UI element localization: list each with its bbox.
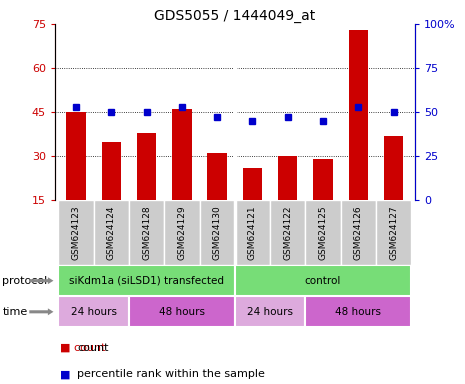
Bar (376, 200, 411, 265)
Text: GSM624126: GSM624126 (354, 205, 363, 260)
Bar (306, 200, 341, 265)
Text: GSM624121: GSM624121 (248, 205, 257, 260)
Title: GDS5055 / 1444049_at: GDS5055 / 1444049_at (154, 9, 315, 23)
Bar (341, 200, 376, 265)
Bar (278, 156, 298, 200)
Text: GSM624127: GSM624127 (389, 205, 398, 260)
Bar (306, 296, 411, 327)
Text: protocol: protocol (2, 276, 47, 286)
Bar (243, 168, 262, 200)
Bar (235, 296, 306, 327)
Bar (59, 200, 93, 265)
Text: 24 hours: 24 hours (71, 307, 117, 317)
Bar (172, 109, 192, 200)
Bar (66, 112, 86, 200)
Text: percentile rank within the sample: percentile rank within the sample (77, 369, 265, 379)
Text: GSM624124: GSM624124 (107, 205, 116, 260)
Bar (129, 296, 235, 327)
Text: 24 hours: 24 hours (247, 307, 293, 317)
Text: ■ count: ■ count (60, 343, 105, 353)
Bar (59, 296, 129, 327)
Bar (129, 200, 164, 265)
Text: siKdm1a (siLSD1) transfected: siKdm1a (siLSD1) transfected (69, 276, 224, 286)
Text: GSM624130: GSM624130 (213, 205, 222, 260)
Bar (102, 142, 121, 200)
Text: GSM624122: GSM624122 (283, 205, 292, 260)
Bar (349, 30, 368, 200)
Text: time: time (2, 307, 27, 317)
Bar (93, 200, 129, 265)
Text: ■: ■ (60, 369, 70, 379)
Bar (235, 200, 270, 265)
Text: GSM624129: GSM624129 (177, 205, 186, 260)
Bar (313, 159, 333, 200)
Bar (137, 133, 156, 200)
Text: 48 hours: 48 hours (335, 307, 381, 317)
Text: control: control (305, 276, 341, 286)
Bar (207, 153, 227, 200)
Text: GSM624128: GSM624128 (142, 205, 151, 260)
Text: GSM624125: GSM624125 (319, 205, 327, 260)
Bar (59, 265, 235, 296)
Bar (384, 136, 403, 200)
Bar (235, 265, 411, 296)
Text: GSM624123: GSM624123 (72, 205, 80, 260)
Text: 48 hours: 48 hours (159, 307, 205, 317)
Text: count: count (77, 343, 109, 353)
Bar (199, 200, 235, 265)
Bar (164, 200, 199, 265)
Bar (270, 200, 306, 265)
